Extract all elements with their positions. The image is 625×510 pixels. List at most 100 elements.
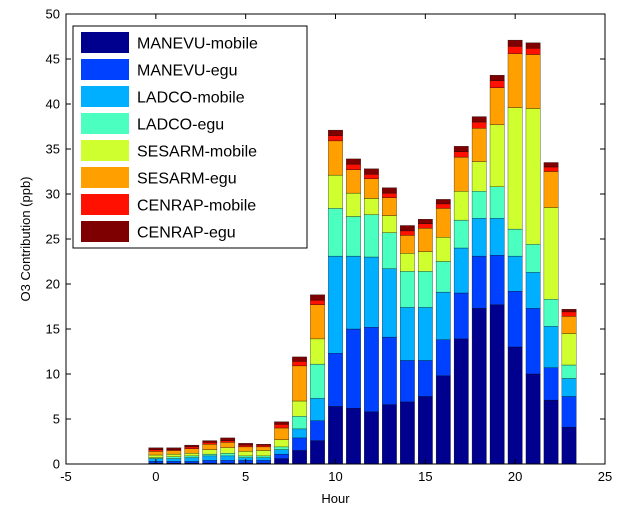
bar-segment-sesarm-mobile-hour-5 xyxy=(238,451,253,457)
bar-segment-ladco-egu-hour-17 xyxy=(453,219,469,249)
bar-segment-ladco-egu-hour-23 xyxy=(561,364,577,379)
bar-segment-manevu-mobile-hour-18 xyxy=(471,308,487,465)
legend-label-manevu-mobile: MANEVU-mobile xyxy=(137,36,258,53)
bar-segment-cenrap-mobile-hour-6 xyxy=(256,444,271,448)
bar-segment-manevu-egu-hour-21 xyxy=(525,308,541,375)
bar-segment-sesarm-egu-hour-12 xyxy=(364,178,379,199)
x-tick-label: -5 xyxy=(60,469,72,484)
bar-segment-ladco-egu-hour-2 xyxy=(184,455,200,458)
bar-segment-sesarm-mobile-hour-8 xyxy=(292,400,307,417)
bar-segment-cenrap-mobile-hour-20 xyxy=(507,46,523,54)
bar-segment-ladco-egu-hour-15 xyxy=(417,271,433,308)
bar-segment-manevu-mobile-hour-20 xyxy=(507,346,523,465)
bar-segment-sesarm-egu-hour-21 xyxy=(525,54,541,109)
bar-segment-sesarm-egu-hour-10 xyxy=(328,140,343,176)
legend-swatch-manevu-egu xyxy=(81,59,129,80)
bar-segment-manevu-egu-hour-10 xyxy=(328,353,343,407)
bar-segment-manevu-egu-hour-4 xyxy=(220,460,236,464)
bar-segment-ladco-egu-hour-11 xyxy=(346,216,361,257)
bar-segment-cenrap-mobile-hour-21 xyxy=(525,48,541,55)
bar-segment-sesarm-mobile-hour-16 xyxy=(435,237,451,262)
bar-segment-sesarm-mobile-hour-22 xyxy=(543,207,559,300)
bar-segment-ladco-egu-hour-6 xyxy=(256,455,271,458)
bar-segment-cenrap-egu-hour-23 xyxy=(561,309,577,313)
bar-segment-sesarm-egu-hour-5 xyxy=(238,446,253,452)
bar-segment-sesarm-mobile-hour-9 xyxy=(310,338,325,365)
bar-segment-cenrap-mobile-hour-12 xyxy=(364,174,379,179)
bar-segment-cenrap-egu-hour-17 xyxy=(453,146,469,152)
bar-segment-sesarm-egu-hour-6 xyxy=(256,446,271,451)
bar-segment-sesarm-egu-hour-7 xyxy=(274,427,289,440)
bar-segment-sesarm-mobile-hour-6 xyxy=(256,450,271,457)
x-tick-label: 0 xyxy=(152,469,159,484)
bar-segment-cenrap-mobile-hour-11 xyxy=(346,164,361,170)
bar-segment-manevu-mobile-hour-13 xyxy=(382,404,397,465)
bar-segment-manevu-mobile-hour-17 xyxy=(453,338,469,465)
legend-label-cenrap-egu: CENRAP-egu xyxy=(137,225,236,242)
bar-segment-cenrap-egu-hour-20 xyxy=(507,39,523,47)
bar-segment-manevu-egu-hour-22 xyxy=(543,367,559,401)
bar-segment-ladco-egu-hour-20 xyxy=(507,228,523,257)
bar-segment-manevu-egu-hour-17 xyxy=(453,292,469,340)
legend-label-ladco-mobile: LADCO-mobile xyxy=(137,90,245,107)
bar-segment-ladco-egu-hour-9 xyxy=(310,363,325,399)
y-tick-label: 50 xyxy=(46,7,60,22)
x-tick-label: 15 xyxy=(418,469,432,484)
bar-segment-sesarm-egu-hour-11 xyxy=(346,169,361,194)
bar-segment-sesarm-egu-hour-14 xyxy=(400,235,415,254)
bar-segment-sesarm-mobile-hour-4 xyxy=(220,447,236,454)
bar-segment-sesarm-egu-hour-17 xyxy=(453,156,469,192)
bar-segment-sesarm-egu-hour-18 xyxy=(471,128,487,162)
bar-segment-sesarm-mobile-hour-2 xyxy=(184,453,200,457)
bar-segment-manevu-egu-hour-20 xyxy=(507,291,523,348)
y-axis-label: O3 Contribution (ppb) xyxy=(18,176,33,301)
bar-segment-ladco-mobile-hour-6 xyxy=(256,457,271,461)
bar-segment-sesarm-egu-hour-1 xyxy=(166,450,182,455)
bar-segment-cenrap-egu-hour-16 xyxy=(435,199,451,205)
bar-segment-manevu-egu-hour-18 xyxy=(471,255,487,309)
bar-segment-cenrap-mobile-hour-8 xyxy=(292,361,307,367)
bar-segment-ladco-egu-hour-12 xyxy=(364,214,379,258)
bar-segment-sesarm-mobile-hour-14 xyxy=(400,253,415,272)
bar-segment-manevu-egu-hour-14 xyxy=(400,360,415,403)
bar-segment-ladco-mobile-hour-8 xyxy=(292,428,307,439)
bar-segment-manevu-mobile-hour-14 xyxy=(400,401,415,465)
bar-segment-ladco-mobile-hour-19 xyxy=(489,218,505,256)
bar-segment-ladco-egu-hour-16 xyxy=(435,261,451,293)
bar-segment-sesarm-egu-hour-9 xyxy=(310,304,325,340)
bar-segment-sesarm-egu-hour-0 xyxy=(148,451,164,456)
bar-segment-sesarm-mobile-hour-15 xyxy=(417,251,433,272)
legend-label-ladco-egu: LADCO-egu xyxy=(137,117,224,134)
bar-segment-ladco-mobile-hour-10 xyxy=(328,255,343,354)
bar-segment-sesarm-egu-hour-2 xyxy=(184,448,200,454)
bar-segment-ladco-mobile-hour-3 xyxy=(202,455,218,461)
bar-segment-cenrap-egu-hour-5 xyxy=(238,443,253,446)
legend-swatch-ladco-egu xyxy=(81,113,129,134)
bar-segment-cenrap-egu-hour-22 xyxy=(543,162,559,168)
bar-segment-cenrap-egu-hour-14 xyxy=(400,225,415,232)
bar-segment-cenrap-egu-hour-18 xyxy=(471,116,487,123)
bar-segment-manevu-egu-hour-19 xyxy=(489,255,505,305)
bar-segment-manevu-egu-hour-1 xyxy=(166,461,182,464)
bar-segment-sesarm-egu-hour-20 xyxy=(507,53,523,108)
bar-segment-sesarm-mobile-hour-10 xyxy=(328,174,343,209)
bar-segment-manevu-mobile-hour-8 xyxy=(292,450,307,465)
y-tick-label: 25 xyxy=(46,232,60,247)
bar-segment-cenrap-egu-hour-0 xyxy=(148,447,164,450)
bar-segment-sesarm-mobile-hour-0 xyxy=(148,454,164,458)
bar-segment-ladco-mobile-hour-23 xyxy=(561,378,577,397)
bar-segment-ladco-mobile-hour-20 xyxy=(507,255,523,292)
bar-segment-sesarm-mobile-hour-23 xyxy=(561,333,577,366)
bar-segment-ladco-egu-hour-10 xyxy=(328,208,343,257)
bar-segment-cenrap-egu-hour-19 xyxy=(489,75,505,81)
bar-segment-ladco-egu-hour-14 xyxy=(400,271,415,308)
bar-segment-ladco-egu-hour-1 xyxy=(166,456,182,459)
bar-segment-cenrap-mobile-hour-10 xyxy=(328,135,343,142)
y-tick-label: 20 xyxy=(46,277,60,292)
bar-segment-ladco-mobile-hour-7 xyxy=(274,449,289,455)
bar-segment-ladco-mobile-hour-1 xyxy=(166,458,182,462)
legend-swatch-manevu-mobile xyxy=(81,32,129,53)
bar-segment-manevu-mobile-hour-7 xyxy=(274,458,289,465)
y-tick-label: 40 xyxy=(46,97,60,112)
bar-segment-sesarm-mobile-hour-12 xyxy=(364,198,379,215)
